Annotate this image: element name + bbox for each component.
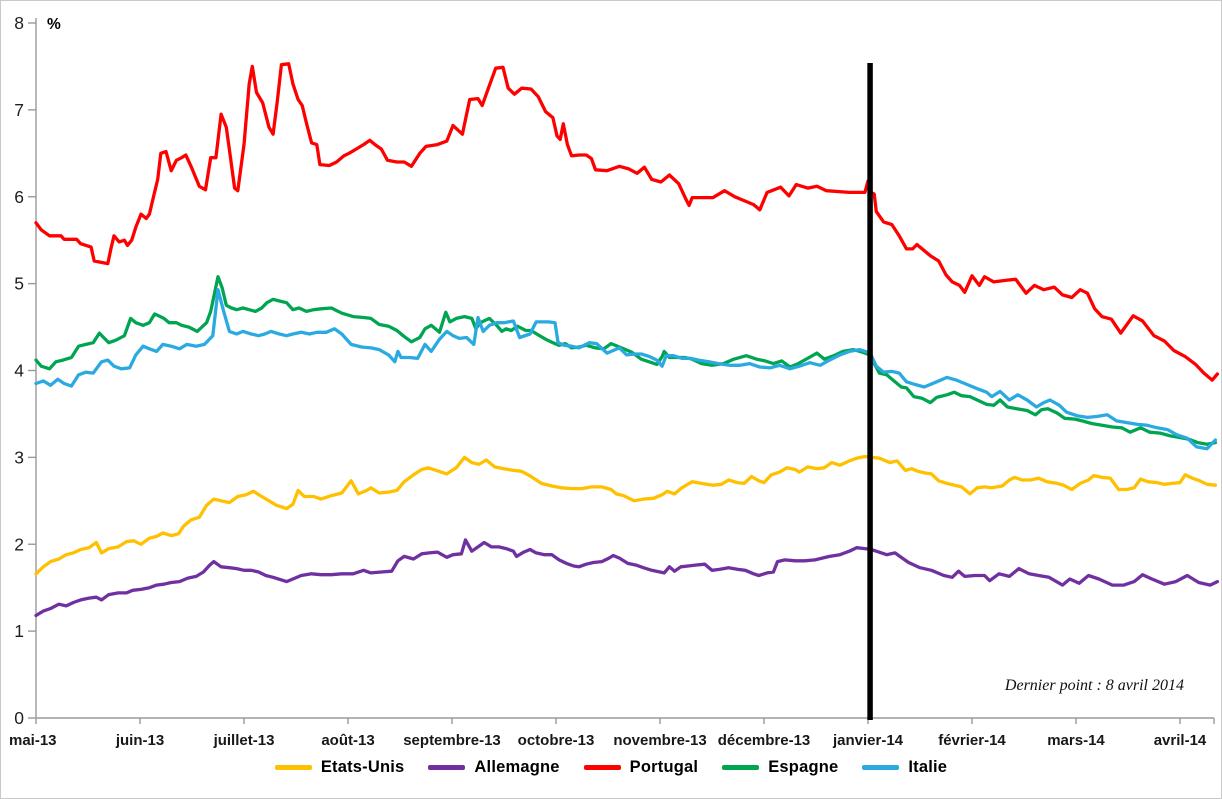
x-tick-label: décembre-13 bbox=[718, 732, 811, 749]
y-tick-label: 7 bbox=[14, 100, 24, 120]
legend-swatch-portugal bbox=[583, 765, 621, 770]
y-tick-label: 2 bbox=[14, 534, 24, 554]
series-line-espagne bbox=[34, 275, 1218, 446]
x-tick-label: octobre-13 bbox=[518, 732, 595, 749]
y-tick-label: 6 bbox=[14, 187, 24, 207]
chart-legend: Etats-Unis Allemagne Portugal Espagne Italie bbox=[1, 758, 1221, 777]
x-tick-label: mai-13 bbox=[9, 732, 57, 749]
legend-swatch-etats-unis bbox=[274, 765, 312, 770]
legend-label-italie: Italie bbox=[908, 758, 948, 776]
legend-item-etats-unis: Etats-Unis bbox=[274, 758, 405, 777]
x-tick-label: avril-14 bbox=[1154, 732, 1207, 749]
legend-item-italie: Italie bbox=[862, 758, 947, 777]
x-tick-label: janvier-14 bbox=[832, 732, 904, 749]
legend-label-espagne: Espagne bbox=[768, 758, 839, 776]
legend-swatch-italie bbox=[862, 765, 900, 770]
y-tick-label: 1 bbox=[14, 621, 24, 641]
legend-swatch-espagne bbox=[722, 765, 760, 770]
x-tick-label: février-14 bbox=[938, 732, 1006, 749]
y-tick-label: 4 bbox=[14, 361, 24, 381]
series-line-allemagne bbox=[34, 538, 1220, 618]
y-tick-label: 8 bbox=[14, 13, 24, 33]
x-tick-label: août-13 bbox=[321, 732, 374, 749]
legend-label-portugal: Portugal bbox=[629, 758, 699, 776]
series-line-etats-unis bbox=[34, 454, 1218, 576]
legend-swatch-allemagne bbox=[428, 765, 466, 770]
x-tick-label: mars-14 bbox=[1047, 732, 1105, 749]
y-tick-label: 5 bbox=[14, 274, 24, 294]
legend-label-etats-unis: Etats-Unis bbox=[320, 758, 405, 776]
legend-label-allemagne: Allemagne bbox=[474, 758, 560, 776]
legend-item-espagne: Espagne bbox=[722, 758, 838, 777]
series-line-portugal bbox=[34, 62, 1220, 382]
legend-item-allemagne: Allemagne bbox=[428, 758, 559, 777]
y-axis-unit-label: % bbox=[47, 16, 61, 33]
x-tick-label: septembre-13 bbox=[403, 732, 501, 749]
series-line-italie bbox=[34, 288, 1218, 451]
x-tick-label: novembre-13 bbox=[613, 732, 706, 749]
last-point-annotation: Dernier point : 8 avril 2014 bbox=[1004, 677, 1184, 694]
x-tick-label: juin-13 bbox=[115, 732, 164, 749]
x-tick-label: juillet-13 bbox=[213, 732, 275, 749]
y-tick-label: 3 bbox=[14, 447, 24, 467]
y-tick-label: 0 bbox=[14, 708, 24, 728]
legend-item-portugal: Portugal bbox=[583, 758, 699, 777]
